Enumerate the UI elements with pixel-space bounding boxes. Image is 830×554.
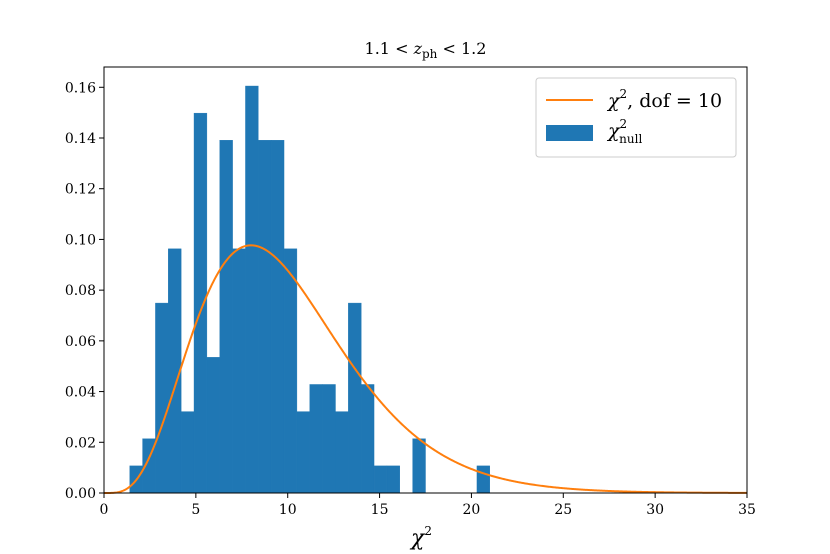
legend-label-histogram: χ2 null xyxy=(606,117,642,146)
histogram-bar xyxy=(155,302,169,494)
histogram-bar xyxy=(193,112,208,494)
y-tick-label: 0.10 xyxy=(65,232,96,248)
y-tick-label: 0.00 xyxy=(65,486,96,502)
x-tick-label: 0 xyxy=(100,502,109,518)
histogram-bar xyxy=(322,384,336,494)
axes-frame xyxy=(103,66,748,494)
chart-title: 1.1 < zph < 1.2 xyxy=(365,39,487,61)
x-tick-label: 15 xyxy=(371,502,389,518)
x-axis-ticks: 0 5 10 15 20 25 30 35 xyxy=(100,493,756,518)
histogram-bar xyxy=(386,465,400,494)
histogram-bar xyxy=(309,384,323,494)
histogram-bar xyxy=(219,140,233,494)
histogram-bar xyxy=(283,248,298,494)
x-tick-label: 35 xyxy=(738,502,756,518)
histogram-bar xyxy=(206,357,220,494)
histogram-bar xyxy=(335,411,349,494)
y-tick-label: 0.04 xyxy=(65,385,96,401)
x-tick-label: 10 xyxy=(279,502,297,518)
histogram-bar xyxy=(412,438,426,494)
histogram-bar xyxy=(361,384,375,494)
legend: χ2, dof = 10 χ2 null xyxy=(535,77,737,158)
histogram-bar xyxy=(348,302,362,494)
legend-label-curve: χ2, dof = 10 xyxy=(606,87,722,112)
y-tick-label: 0.12 xyxy=(65,182,96,198)
histogram-bar xyxy=(296,411,310,494)
legend-histogram-swatch xyxy=(546,125,593,141)
x-tick-label: 20 xyxy=(463,502,481,518)
y-tick-label: 0.08 xyxy=(65,283,96,299)
histogram-bars xyxy=(129,85,491,494)
histogram-bar xyxy=(245,85,259,494)
histogram-bar xyxy=(232,248,246,494)
x-tick-label: 25 xyxy=(554,502,572,518)
y-axis-ticks: 0.00 0.02 0.04 0.06 0.08 0.10 0.12 0.14 0.16 xyxy=(65,80,104,502)
histogram-bar xyxy=(476,465,491,494)
x-tick-label: 30 xyxy=(646,502,664,518)
chi2-curve-line xyxy=(104,244,748,494)
x-axis-label: χ2 xyxy=(409,524,432,551)
y-tick-label: 0.14 xyxy=(65,131,96,147)
x-tick-label: 5 xyxy=(191,502,200,518)
y-tick-label: 0.16 xyxy=(65,80,96,96)
histogram-bar xyxy=(258,140,272,494)
histogram-bar xyxy=(180,411,195,494)
histogram-bar xyxy=(373,465,388,494)
y-tick-label: 0.06 xyxy=(65,334,96,350)
y-tick-label: 0.02 xyxy=(65,435,96,451)
histogram-bar xyxy=(270,140,285,494)
